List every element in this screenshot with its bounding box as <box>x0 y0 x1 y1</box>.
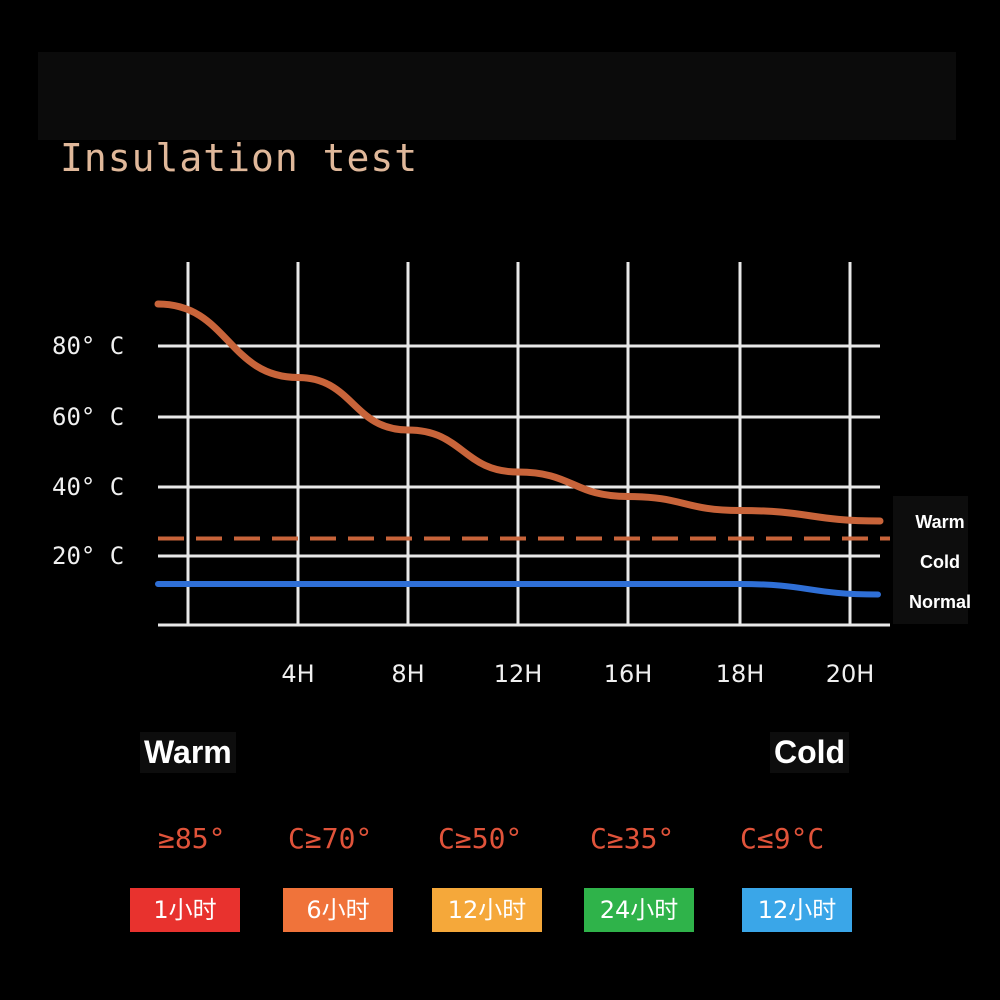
legend-label-cold: Cold <box>920 552 960 572</box>
y-tick-label-1: 60° C <box>52 403 124 431</box>
y-tick-label-3: 20° C <box>52 542 124 570</box>
y-tick-label-0: 80° C <box>52 332 124 360</box>
chart-title: Insulation test <box>60 136 419 180</box>
legend-background <box>893 496 968 624</box>
temp-label-5: C≤9°C <box>740 822 825 855</box>
duration-badge-2: 6小时 <box>283 888 393 932</box>
series-warm-line <box>154 300 884 525</box>
duration-badge-4: 24小时 <box>584 888 694 932</box>
duration-badge-5: 12小时 <box>742 888 852 932</box>
x-tick-label-4: 18H <box>716 660 765 688</box>
temp-label-3: C≥50° <box>438 822 523 855</box>
temp-label-4: C≥35° <box>590 822 675 855</box>
x-tick-label-5: 20H <box>826 660 875 688</box>
legend-label-normal: Normal <box>909 592 971 612</box>
x-tick-label-1: 8H <box>391 660 424 688</box>
y-tick-label-2: 40° C <box>52 473 124 501</box>
series-normal-line <box>155 580 881 598</box>
chart-labels: 80° C 60° C 40° C 20° C 4H 8H 12H 16H 18H 20H Warm… <box>52 332 971 688</box>
x-tick-label-0: 4H <box>281 660 314 688</box>
chart-grid <box>158 262 890 627</box>
top-banner <box>38 52 956 140</box>
temp-label-1: ≥85° <box>158 822 226 855</box>
x-tick-label-2: 12H <box>494 660 543 688</box>
duration-badge-1: 1小时 <box>130 888 240 932</box>
duration-badge-3: 12小时 <box>432 888 542 932</box>
x-tick-label-3: 16H <box>604 660 653 688</box>
temp-label-2: C≥70° <box>288 822 373 855</box>
warm-label: Warm <box>140 732 236 773</box>
cold-label: Cold <box>770 732 850 773</box>
chart-series <box>154 300 890 598</box>
legend-label-warm: Warm <box>915 512 964 532</box>
